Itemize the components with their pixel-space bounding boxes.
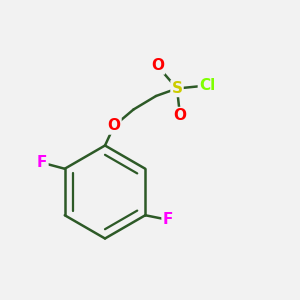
Text: O: O xyxy=(173,108,187,123)
Text: Cl: Cl xyxy=(199,78,215,93)
Text: F: F xyxy=(37,155,47,170)
Text: S: S xyxy=(172,81,182,96)
Text: O: O xyxy=(107,118,121,134)
Text: O: O xyxy=(151,58,164,74)
Text: F: F xyxy=(163,212,173,227)
